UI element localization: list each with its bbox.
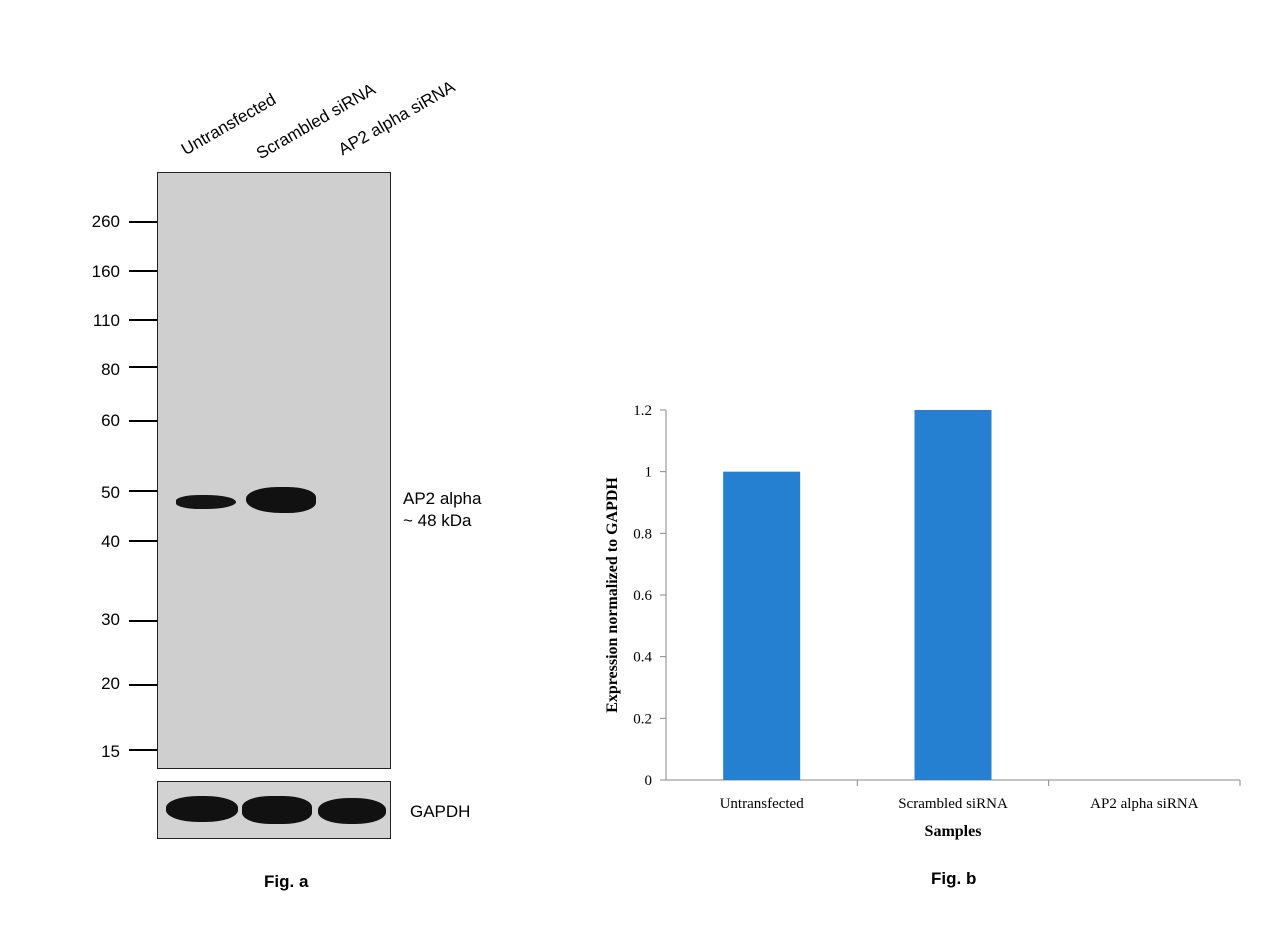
mw-tick [129,366,157,368]
gapdh-band-scrambled [242,796,312,824]
mw-label-15: 15 [101,742,120,761]
mw-label-20: 20 [101,674,120,693]
y-tick-label: 0.8 [633,526,652,542]
y-tick-label: 0.2 [633,711,652,727]
mw-tick [129,540,157,542]
mw-tick [129,684,157,686]
bar [723,471,801,780]
figure-b-caption: Fig. b [931,869,977,888]
x-tick-label: Scrambled siRNA [898,796,1008,812]
x-tick-label: Untransfected [720,796,805,812]
mw-label-40: 40 [101,532,120,551]
mw-label-60: 60 [101,411,120,430]
mw-tick [129,221,157,223]
mw-tick [129,620,157,622]
x-tick-label: AP2 alpha siRNA [1090,796,1199,812]
plot-area: 0 0.2 0.4 0.6 0.8 1 1.2 Untransfected Scrambled … [633,403,1241,812]
x-axis-label: Samples [925,823,982,840]
y-tick-label: 0.4 [633,650,652,666]
figure-a-caption: Fig. a [264,872,309,891]
y-tick-label: 1 [645,465,653,481]
gapdh-band-untransfected [166,796,238,822]
bar [914,410,992,780]
y-tick-label: 0 [645,773,653,789]
band-untransfected [176,495,236,509]
mw-label-260: 260 [91,212,120,231]
mw-label-80: 80 [101,360,120,379]
band-scrambled [246,487,316,513]
band-label-name: AP2 alpha [403,489,482,508]
gapdh-label: GAPDH [410,802,471,821]
y-tick-label: 0.6 [633,588,652,604]
mw-tick [129,420,157,422]
y-axis-label: Expression normalized to GAPDH [604,477,621,713]
gapdh-band-ap2-sirna [318,798,386,824]
western-blot-main-panel [157,172,391,769]
band-label-size: ~ 48 kDa [403,511,472,530]
y-tick-label: 1.2 [633,403,652,419]
band-label: AP2 alpha ~ 48 kDa [403,488,481,532]
mw-label-30: 30 [101,610,120,629]
mw-label-50: 50 [101,483,120,502]
mw-tick [129,490,157,492]
gapdh-blot-panel [157,781,391,839]
mw-tick [129,270,157,272]
mw-label-160: 160 [91,262,120,281]
mw-tick [129,319,157,321]
mw-label-110: 110 [92,311,120,330]
mw-tick [129,749,157,751]
